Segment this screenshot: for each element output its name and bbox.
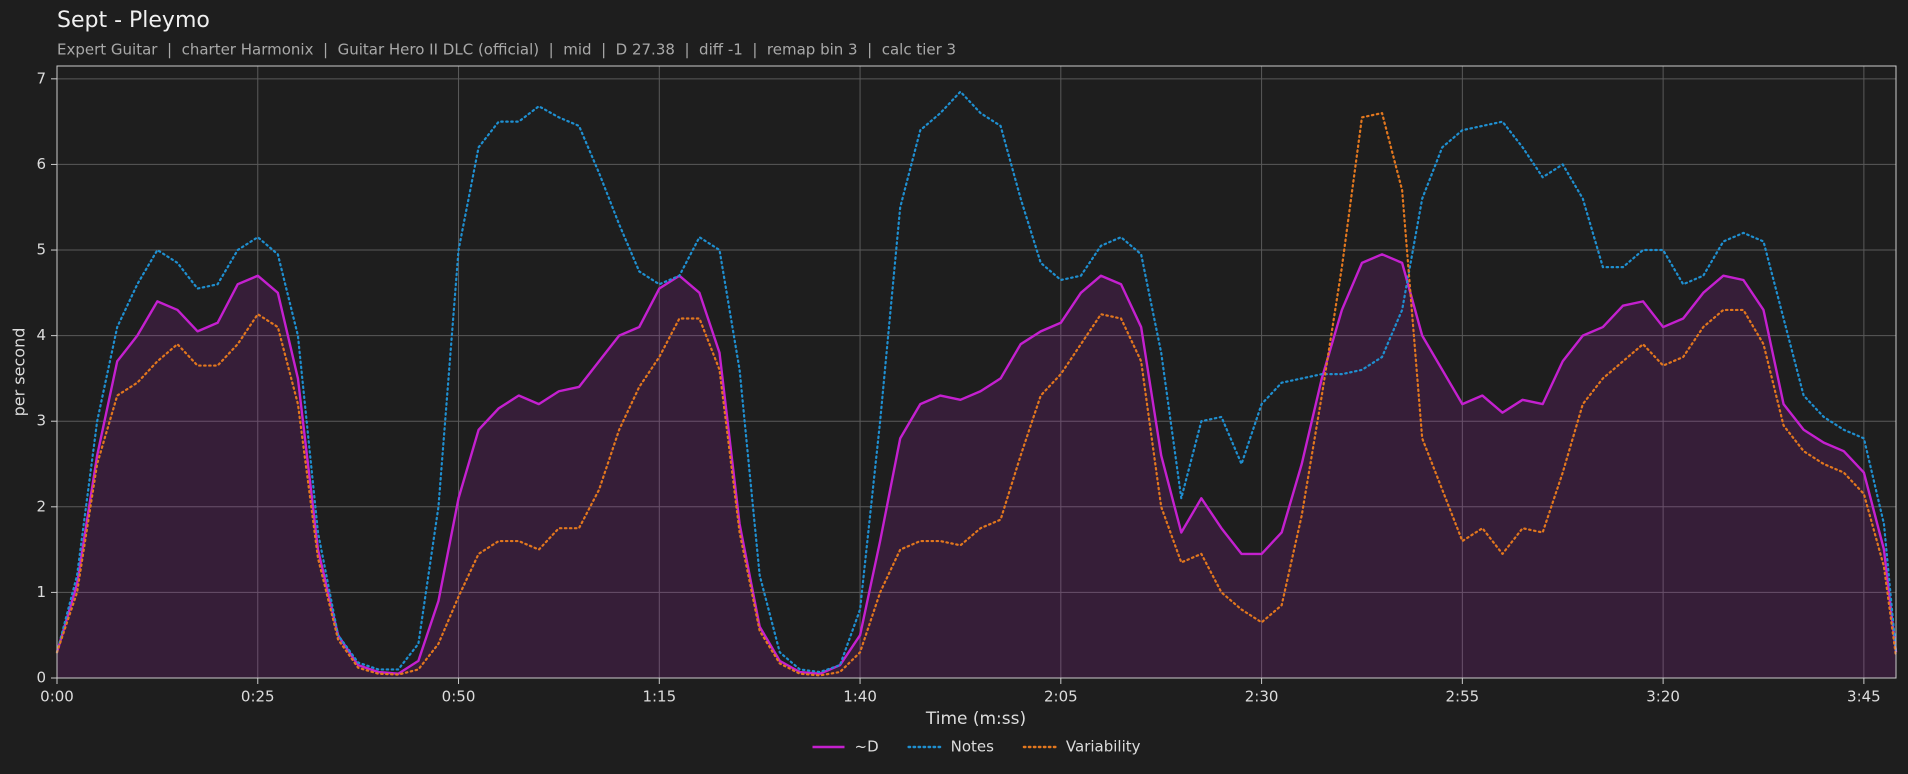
y-axis-label: per second <box>10 328 29 417</box>
legend-item: Variability <box>1022 738 1141 756</box>
x-axis-label: Time (m:ss) <box>925 709 1026 729</box>
legend: ~D Notes Variability <box>812 738 1141 756</box>
y-tick-label: 5 <box>36 241 46 259</box>
y-tick-label: 2 <box>36 497 46 515</box>
legend-item: ~D <box>812 738 879 756</box>
y-tick-label: 6 <box>36 155 46 173</box>
legend-item: Notes <box>907 738 995 756</box>
x-tick-label: 0:25 <box>241 688 275 706</box>
chart-subtitle: Expert Guitar | charter Harmonix | Guita… <box>57 41 956 59</box>
line-1 <box>55 90 1898 674</box>
y-tick-label: 1 <box>36 583 46 601</box>
x-tick-label: 1:15 <box>642 688 676 706</box>
x-tick-label: 1:40 <box>843 688 877 706</box>
x-tick-label: 0:00 <box>40 688 74 706</box>
x-tick-label: 3:45 <box>1847 688 1881 706</box>
y-tick-label: 0 <box>36 669 46 687</box>
legend-label: Notes <box>951 738 995 756</box>
x-tick-label: 2:30 <box>1245 688 1279 706</box>
x-tick-label: 2:55 <box>1446 688 1480 706</box>
line-2 <box>55 111 1898 677</box>
line-0 <box>55 253 1898 675</box>
plot-frame <box>56 65 1897 679</box>
x-tick-label: 2:05 <box>1044 688 1078 706</box>
y-tick-label: 3 <box>36 412 46 430</box>
chart-title: Sept - Pleymo <box>57 8 210 33</box>
legend-label: Variability <box>1066 738 1141 756</box>
y-tick-label: 7 <box>36 69 46 87</box>
legend-label: ~D <box>855 738 879 756</box>
y-tick-label: 4 <box>36 326 46 344</box>
x-tick-label: 0:50 <box>442 688 476 706</box>
x-tick-label: 3:20 <box>1646 688 1680 706</box>
